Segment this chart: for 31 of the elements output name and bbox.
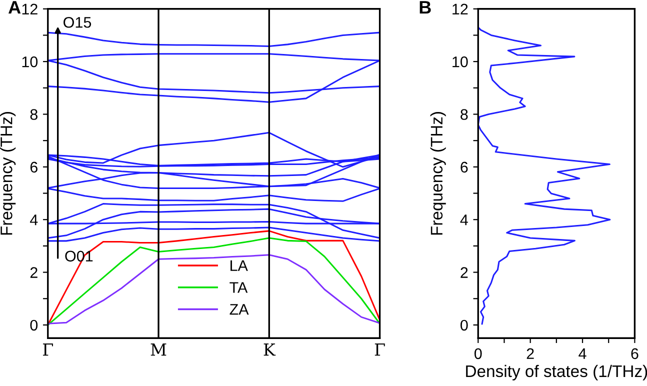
y-tick-label: 12 [452, 4, 468, 14]
x-tick-label: M [150, 344, 166, 356]
legend-label: ZA [230, 304, 249, 315]
y-tick-label: 0 [460, 320, 468, 331]
y-tick-label: 8 [460, 109, 468, 120]
y-tick-label: 2 [460, 267, 468, 278]
legend-label: LA [230, 260, 248, 271]
chart-title: A [8, 1, 21, 14]
y-tick-label: 4 [30, 214, 38, 226]
y-axis-title: Frequency (THz) [430, 112, 446, 235]
chart-title: B [420, 1, 431, 14]
x-tick-label: 0 [474, 348, 482, 360]
y-axis-title: Frequency (THz) [0, 112, 16, 235]
x-axis-title: Density of states (1/THz) [466, 364, 647, 380]
x-tick-label: K [264, 344, 276, 356]
y-tick-label: 4 [460, 214, 468, 226]
y-tick-label: 6 [460, 162, 468, 173]
y-tick-label: 0 [30, 320, 38, 331]
x-tick-label: 2 [526, 348, 534, 359]
annotation: O15 [64, 16, 92, 28]
y-tick-label: 2 [30, 267, 38, 278]
y-tick-label: 8 [30, 109, 38, 120]
y-tick-label: 10 [452, 56, 468, 68]
y-tick-label: 10 [22, 56, 38, 68]
y-tick-label: 12 [22, 4, 38, 14]
x-tick-label: 4 [578, 348, 586, 359]
x-tick-label: Γ [43, 344, 53, 356]
legend-label: TA [230, 282, 248, 293]
x-tick-label: Γ [374, 344, 385, 356]
x-tick-label: 6 [631, 348, 638, 360]
y-tick-label: 6 [30, 162, 38, 173]
